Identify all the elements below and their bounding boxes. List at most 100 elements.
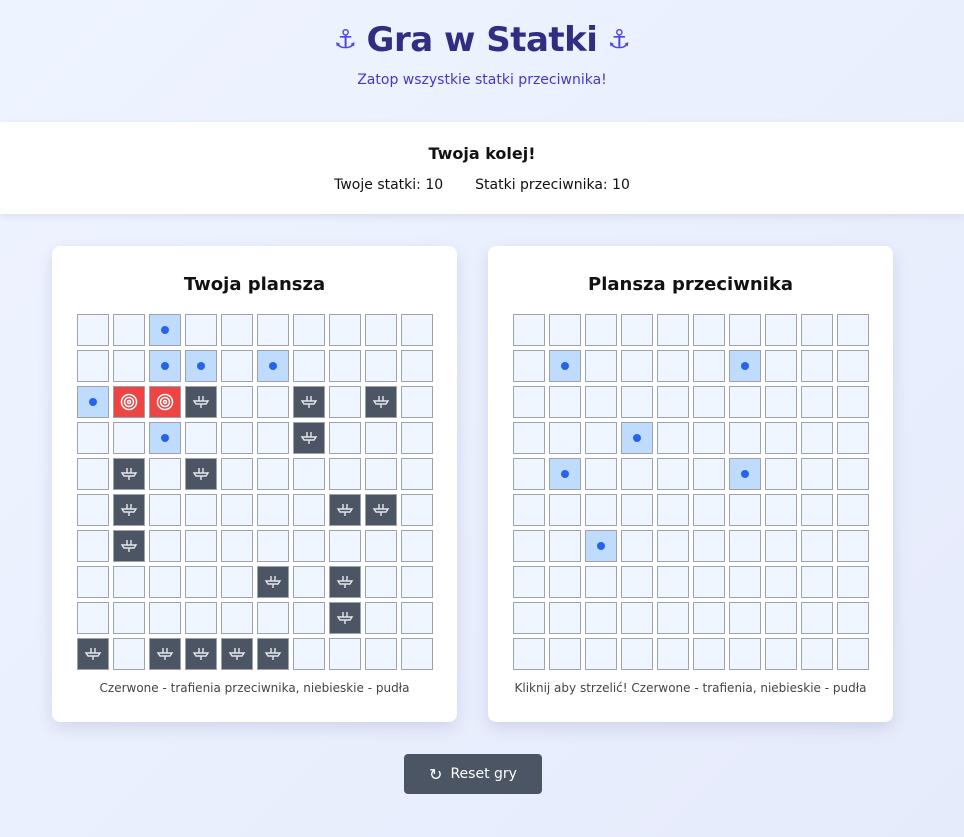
cell-empty[interactable] <box>800 458 833 490</box>
cell-empty[interactable] <box>584 386 617 418</box>
cell-empty[interactable] <box>800 386 833 418</box>
cell-empty[interactable] <box>512 566 545 598</box>
cell-empty[interactable] <box>800 314 833 346</box>
cell-empty[interactable] <box>512 386 545 418</box>
cell-empty[interactable] <box>836 458 869 490</box>
reset-button[interactable]: ↻ Reset gry <box>404 754 542 794</box>
cell-empty[interactable] <box>764 422 797 454</box>
cell-empty[interactable] <box>728 422 761 454</box>
cell-empty[interactable] <box>800 566 833 598</box>
cell-empty[interactable] <box>764 386 797 418</box>
cell-empty[interactable] <box>656 350 689 382</box>
cell-empty[interactable] <box>728 386 761 418</box>
cell-empty[interactable] <box>764 494 797 526</box>
cell-empty[interactable] <box>836 494 869 526</box>
cell-empty[interactable] <box>692 350 725 382</box>
cell-empty[interactable] <box>764 350 797 382</box>
cell-miss[interactable] <box>728 350 761 382</box>
cell-empty[interactable] <box>548 314 581 346</box>
cell-miss[interactable] <box>548 350 581 382</box>
cell-empty[interactable] <box>656 566 689 598</box>
cell-empty[interactable] <box>620 386 653 418</box>
cell-empty[interactable] <box>512 350 545 382</box>
cell-empty[interactable] <box>620 602 653 634</box>
cell-empty[interactable] <box>692 566 725 598</box>
cell-empty[interactable] <box>800 494 833 526</box>
cell-empty[interactable] <box>764 314 797 346</box>
cell-empty[interactable] <box>656 386 689 418</box>
cell-empty[interactable] <box>584 638 617 670</box>
cell-empty[interactable] <box>584 494 617 526</box>
cell-empty[interactable] <box>584 422 617 454</box>
cell-empty[interactable] <box>548 602 581 634</box>
cell-empty[interactable] <box>548 422 581 454</box>
cell-empty[interactable] <box>548 638 581 670</box>
cell-empty[interactable] <box>512 530 545 562</box>
cell-empty[interactable] <box>692 530 725 562</box>
cell-empty[interactable] <box>836 422 869 454</box>
cell-empty[interactable] <box>512 602 545 634</box>
cell-empty[interactable] <box>512 422 545 454</box>
cell-empty[interactable] <box>764 458 797 490</box>
cell-empty[interactable] <box>800 530 833 562</box>
cell-empty[interactable] <box>692 386 725 418</box>
cell-miss[interactable] <box>548 458 581 490</box>
cell-empty[interactable] <box>584 602 617 634</box>
cell-miss[interactable] <box>620 422 653 454</box>
cell-empty[interactable] <box>728 566 761 598</box>
cell-empty[interactable] <box>620 638 653 670</box>
cell-empty[interactable] <box>800 422 833 454</box>
cell-empty[interactable] <box>764 638 797 670</box>
cell-empty[interactable] <box>620 566 653 598</box>
cell-empty[interactable] <box>728 638 761 670</box>
cell-empty[interactable] <box>692 458 725 490</box>
cell-empty[interactable] <box>584 350 617 382</box>
cell-empty[interactable] <box>764 602 797 634</box>
cell-empty[interactable] <box>620 494 653 526</box>
cell-empty[interactable] <box>836 314 869 346</box>
cell-empty[interactable] <box>656 530 689 562</box>
cell-empty[interactable] <box>548 530 581 562</box>
cell-empty[interactable] <box>728 494 761 526</box>
cell-empty[interactable] <box>800 602 833 634</box>
cell-empty[interactable] <box>836 386 869 418</box>
cell-empty[interactable] <box>584 458 617 490</box>
cell-empty[interactable] <box>584 566 617 598</box>
cell-empty[interactable] <box>836 638 869 670</box>
cell-empty[interactable] <box>692 314 725 346</box>
cell-empty[interactable] <box>656 422 689 454</box>
cell-empty[interactable] <box>656 494 689 526</box>
cell-empty[interactable] <box>584 314 617 346</box>
cell-empty[interactable] <box>836 566 869 598</box>
cell-empty[interactable] <box>728 602 761 634</box>
cell-empty[interactable] <box>512 458 545 490</box>
cell-empty[interactable] <box>548 386 581 418</box>
cell-empty[interactable] <box>800 638 833 670</box>
cell-empty[interactable] <box>836 530 869 562</box>
cell-empty[interactable] <box>692 638 725 670</box>
cell-empty[interactable] <box>512 314 545 346</box>
cell-miss[interactable] <box>584 530 617 562</box>
cell-empty[interactable] <box>620 350 653 382</box>
cell-empty[interactable] <box>836 602 869 634</box>
cell-empty[interactable] <box>764 530 797 562</box>
cell-empty[interactable] <box>836 350 869 382</box>
cell-empty[interactable] <box>692 494 725 526</box>
cell-empty[interactable] <box>548 494 581 526</box>
cell-empty[interactable] <box>512 638 545 670</box>
cell-empty[interactable] <box>656 314 689 346</box>
cell-empty[interactable] <box>800 350 833 382</box>
cell-empty[interactable] <box>728 530 761 562</box>
cell-empty[interactable] <box>692 602 725 634</box>
cell-empty[interactable] <box>512 494 545 526</box>
cell-empty[interactable] <box>656 458 689 490</box>
cell-empty[interactable] <box>728 314 761 346</box>
cell-empty[interactable] <box>764 566 797 598</box>
cell-empty[interactable] <box>620 314 653 346</box>
cell-empty[interactable] <box>548 566 581 598</box>
cell-empty[interactable] <box>656 602 689 634</box>
cell-empty[interactable] <box>692 422 725 454</box>
cell-miss[interactable] <box>728 458 761 490</box>
cell-empty[interactable] <box>620 458 653 490</box>
cell-empty[interactable] <box>620 530 653 562</box>
